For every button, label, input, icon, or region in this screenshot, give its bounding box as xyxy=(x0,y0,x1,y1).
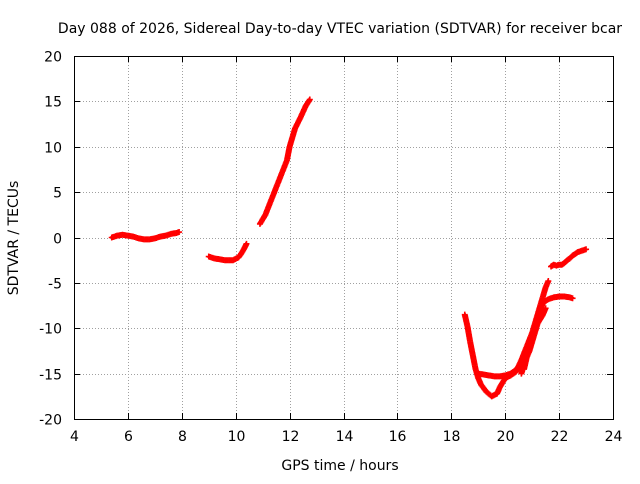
x-axis-ticks: 4 6 8 10 12 14 16 18 20 22 24 xyxy=(70,56,622,445)
data-point xyxy=(176,229,183,236)
chart-title: Day 088 of 2026, Sidereal Day-to-day VTE… xyxy=(58,21,622,37)
y-axis-label: SDTVAR / TECUs xyxy=(6,181,22,296)
x-tick-label: 4 xyxy=(70,429,79,445)
x-tick-label: 16 xyxy=(389,429,407,445)
series-segment-7 xyxy=(521,305,549,373)
data-points xyxy=(108,96,590,400)
x-tick-label: 14 xyxy=(336,429,354,445)
data-point xyxy=(545,278,552,285)
y-tick-label: -15 xyxy=(39,368,62,384)
x-axis-label: GPS time / hours xyxy=(281,458,398,474)
y-tick-label: 15 xyxy=(44,95,62,111)
y-tick-label: -10 xyxy=(39,322,62,338)
data-point xyxy=(583,246,590,253)
y-tick-label: 20 xyxy=(44,50,62,66)
series-segment-1 xyxy=(108,229,183,243)
series-segment-2 xyxy=(205,240,250,264)
series-segment-5 xyxy=(475,363,522,380)
data-point xyxy=(542,305,549,312)
y-tick-label: 0 xyxy=(53,232,62,248)
y-tick-label: -5 xyxy=(48,277,62,293)
y-tick-label: 10 xyxy=(44,141,62,157)
x-tick-label: 12 xyxy=(282,429,300,445)
x-tick-label: 8 xyxy=(178,429,187,445)
series-segment-8 xyxy=(548,246,590,270)
y-tick-label: -20 xyxy=(39,413,62,429)
x-tick-label: 22 xyxy=(551,429,569,445)
data-point xyxy=(569,295,576,302)
series-segment-4 xyxy=(461,278,552,400)
series-segment-3 xyxy=(256,96,313,227)
x-tick-label: 20 xyxy=(497,429,515,445)
x-tick-label: 6 xyxy=(124,429,133,445)
y-axis-ticks: -20 -15 -10 -5 0 5 10 15 20 xyxy=(39,50,613,429)
y-tick-label: 5 xyxy=(53,186,62,202)
x-tick-label: 18 xyxy=(443,429,461,445)
x-tick-label: 24 xyxy=(605,429,623,445)
data-point xyxy=(306,96,313,103)
data-point xyxy=(243,240,250,247)
x-tick-label: 10 xyxy=(228,429,246,445)
grid xyxy=(74,56,613,419)
